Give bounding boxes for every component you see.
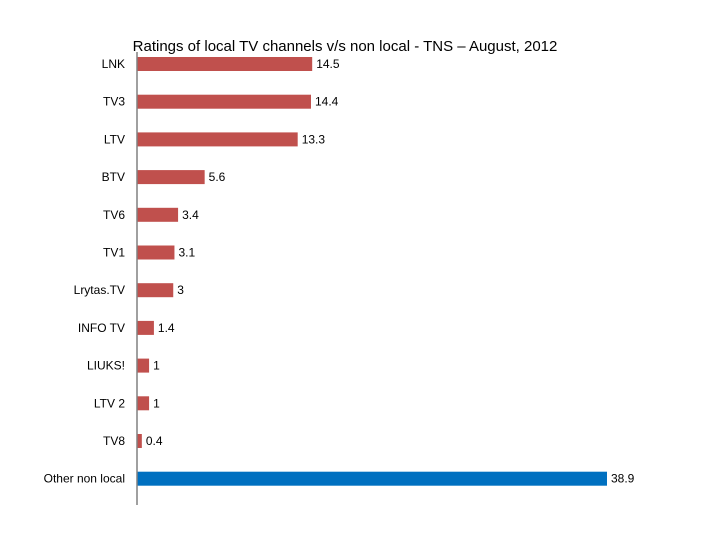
category-label-ltv-2: LTV 2 [94,396,125,410]
bar-tv1 [137,245,175,260]
value-label-liuks: 1 [153,359,160,373]
bar-ltv [137,132,298,147]
bar-ltv-2 [137,396,150,411]
bars-group [137,57,607,486]
value-label-lrytas-tv: 3 [177,283,184,297]
bar-tv6 [137,207,179,222]
category-label-liuks: LIUKS! [87,359,125,373]
category-label-ltv: LTV [104,132,125,146]
bar-lrytas-tv [137,283,174,298]
category-label-tv3: TV3 [103,95,125,109]
value-label-tv6: 3.4 [182,208,199,222]
bar-info-tv [137,320,154,335]
value-label-other-non-local: 38.9 [611,472,635,486]
bar-btv [137,170,205,185]
bar-tv3 [137,94,311,109]
value-label-tv3: 14.4 [315,95,339,109]
category-label-tv8: TV8 [103,434,125,448]
value-label-tv8: 0.4 [146,434,163,448]
category-label-other-non-local: Other non local [44,472,125,486]
value-labels: 14.5 14.4 13.3 5.6 3.4 3.1 3 1.4 1 1 0.4 38.9 [146,57,635,486]
value-label-lnk: 14.5 [316,57,340,71]
category-label-lrytas-tv: Lrytas.TV [74,283,125,297]
category-label-lnk: LNK [102,57,125,71]
bar-liuks [137,358,150,373]
value-label-tv1: 3.1 [178,246,195,260]
category-label-tv6: TV6 [103,208,125,222]
value-label-info-tv: 1.4 [158,321,175,335]
value-label-ltv: 13.3 [302,132,326,146]
category-labels: LNK TV3 LTV BTV TV6 TV1 Lrytas.TV INFO TV LIUKS!… [44,57,126,486]
value-label-ltv-2: 1 [153,396,160,410]
category-label-info-tv: INFO TV [78,321,125,335]
bar-lnk [137,57,313,71]
chart-title: Ratings of local TV channels v/s non loc… [132,38,558,55]
category-label-tv1: TV1 [103,246,125,260]
bar-other-non-local [137,471,607,486]
bar-tv8 [137,434,142,448]
value-label-btv: 5.6 [209,170,226,184]
category-label-btv: BTV [102,170,125,184]
